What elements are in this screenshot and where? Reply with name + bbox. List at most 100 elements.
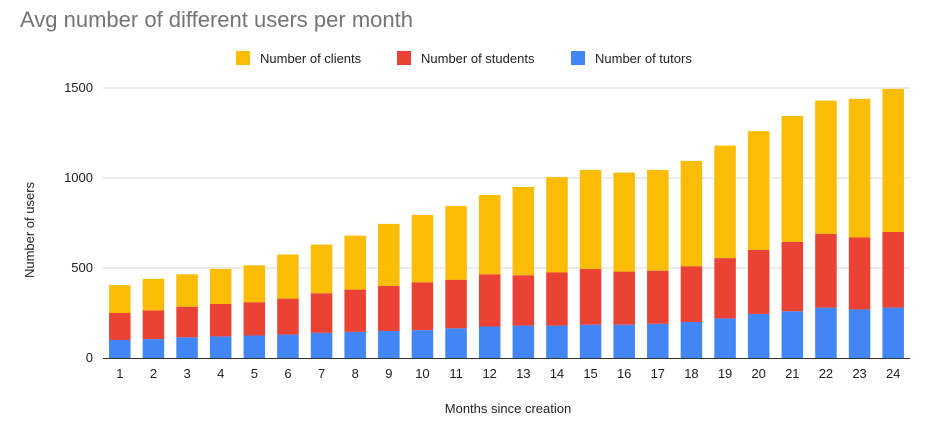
bar-segment: [445, 205, 467, 280]
x-tick-label: 12: [482, 366, 496, 381]
x-tick-label: 18: [684, 366, 698, 381]
bar-segment: [378, 223, 400, 286]
x-tick-label: 6: [284, 366, 291, 381]
bar-segment: [546, 272, 568, 326]
bar-segment: [781, 115, 804, 242]
bar-segment: [747, 313, 770, 358]
bar-segment: [478, 195, 501, 275]
bar-segment: [848, 309, 871, 358]
x-axis-title: Months since creation: [445, 401, 571, 416]
bar-segment: [882, 88, 904, 233]
bar-segment: [378, 286, 400, 331]
x-tick-label: 23: [852, 366, 866, 381]
bar-segment: [680, 266, 703, 322]
x-tick-label: 5: [251, 366, 258, 381]
x-tick-label: 3: [183, 366, 190, 381]
bar-segment: [142, 278, 165, 311]
bar-segment: [411, 214, 434, 283]
x-tick-label: 16: [617, 366, 631, 381]
bar-segment: [277, 254, 299, 299]
gridlines: [103, 87, 910, 269]
bar-segment: [579, 169, 602, 269]
bar-segment: [176, 337, 198, 358]
bar-segment: [109, 285, 131, 313]
bar-segment: [512, 275, 535, 326]
bar-segment: [243, 302, 266, 336]
bar-segment: [613, 324, 635, 358]
y-tick-label: 0: [86, 350, 93, 365]
bar-segment: [512, 325, 535, 358]
legend-label: Number of clients: [260, 51, 362, 66]
x-tick-label: 4: [217, 366, 224, 381]
bar-segment: [209, 268, 232, 304]
bar-segment: [243, 335, 266, 358]
bar-segment: [546, 325, 568, 358]
bar-segment: [714, 258, 736, 319]
bar-segment: [815, 307, 837, 358]
x-tick-label: 17: [651, 366, 665, 381]
bar-segment: [344, 289, 366, 332]
x-tick-label: 10: [415, 366, 429, 381]
bar-segment: [714, 318, 736, 358]
bar-segment: [445, 279, 467, 329]
bar-segment: [781, 241, 804, 312]
bar-segment: [546, 177, 568, 273]
bar-segment: [680, 322, 703, 358]
x-tick-label: 13: [516, 366, 530, 381]
x-tick-label: 11: [449, 366, 463, 381]
chart-title: Avg number of different users per month: [20, 7, 413, 32]
x-tick-label: 19: [718, 366, 732, 381]
bar-segment: [277, 298, 299, 335]
legend-label: Number of tutors: [595, 51, 692, 66]
bar-segment: [579, 268, 602, 325]
legend-label: Number of students: [421, 51, 535, 66]
legend-swatch: [236, 51, 250, 65]
bar-segment: [647, 169, 669, 271]
bar-segment: [109, 313, 131, 340]
bar-segment: [277, 334, 299, 358]
x-tick-label: 9: [385, 366, 392, 381]
bar-segment: [310, 293, 333, 333]
bar-segment: [815, 100, 837, 234]
x-tick-label: 8: [352, 366, 359, 381]
bar-segment: [781, 311, 804, 358]
x-tick-label: 7: [318, 366, 325, 381]
bar-segment: [243, 265, 266, 303]
bar-segment: [344, 331, 366, 358]
bar-segment: [142, 310, 165, 340]
x-tick-label: 1: [116, 366, 123, 381]
legend: Number of clients Number of students Numbe…: [236, 51, 692, 66]
y-axis-title: Number of users: [22, 181, 37, 278]
bar-segment: [882, 232, 904, 308]
bar-segment: [344, 235, 366, 290]
bar-segment: [176, 306, 198, 338]
bar-segment: [478, 326, 501, 358]
bar-segment: [310, 332, 333, 358]
bar-segment: [142, 339, 165, 358]
bar-segment: [109, 340, 131, 358]
bar-segment: [647, 270, 669, 324]
bar-segment: [815, 233, 837, 308]
bar-segment: [747, 131, 770, 250]
y-tick-label: 500: [71, 260, 93, 275]
bar-segment: [310, 244, 333, 294]
bar-segment: [445, 328, 467, 358]
bar-segment: [579, 324, 602, 358]
bar-segment: [411, 282, 434, 331]
bar-segment: [209, 336, 232, 358]
bar-segment: [209, 304, 232, 337]
x-tick-label: 21: [785, 366, 799, 381]
x-tick-label: 24: [886, 366, 900, 381]
bars: [109, 88, 904, 358]
y-tick-label: 1500: [64, 80, 93, 95]
bar-segment: [176, 274, 198, 307]
y-tick-label: 1000: [64, 170, 93, 185]
bar-segment: [848, 98, 871, 238]
bar-segment: [613, 172, 635, 272]
bar-segment: [378, 331, 400, 358]
bar-segment: [714, 145, 736, 259]
x-tick-label: 15: [583, 366, 597, 381]
x-tick-label: 14: [550, 366, 564, 381]
